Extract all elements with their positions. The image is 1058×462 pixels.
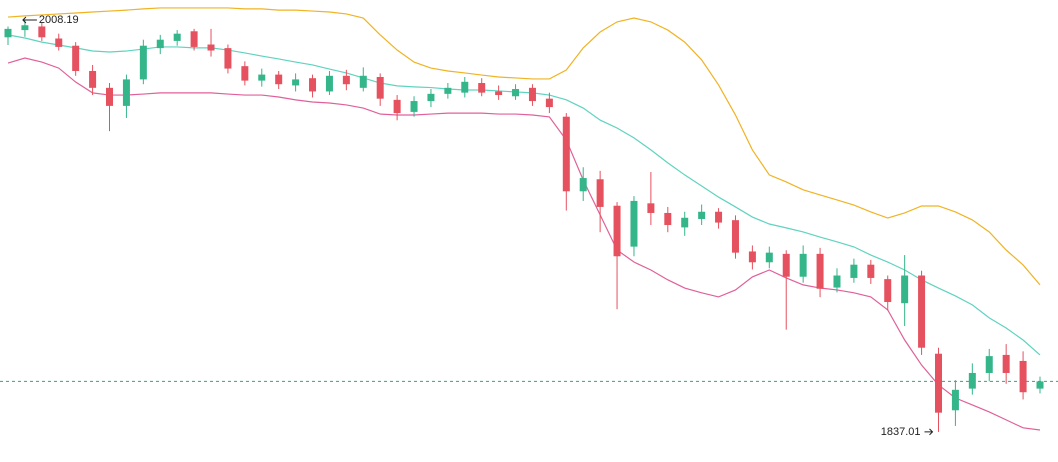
candle-body bbox=[545, 98, 553, 108]
candle-body bbox=[55, 38, 63, 47]
candle-body bbox=[850, 264, 858, 278]
candle-body bbox=[867, 264, 875, 278]
candle-body bbox=[478, 83, 486, 93]
candle-body bbox=[376, 77, 384, 99]
candle-body bbox=[38, 26, 46, 38]
candle-body bbox=[275, 74, 283, 85]
candle-body bbox=[190, 31, 198, 47]
candle-body bbox=[765, 252, 773, 263]
annotation-arrow bbox=[924, 428, 934, 436]
candle-body bbox=[106, 87, 114, 106]
band-line bbox=[7, 34, 1041, 356]
candle-body bbox=[562, 116, 570, 192]
candle-body bbox=[292, 79, 300, 86]
band-line bbox=[7, 57, 1041, 431]
candle-body bbox=[359, 75, 367, 88]
candle-body bbox=[173, 33, 181, 41]
candle-body bbox=[748, 251, 756, 263]
candle-body bbox=[968, 372, 976, 389]
candle-body bbox=[596, 179, 604, 207]
candle-body bbox=[647, 203, 655, 213]
candle-body bbox=[325, 75, 333, 92]
candle-body bbox=[681, 217, 689, 228]
candle-body bbox=[985, 356, 993, 373]
candle-body bbox=[698, 211, 706, 219]
candle-body bbox=[122, 79, 130, 106]
candle-body bbox=[901, 275, 909, 304]
annotation-arrow bbox=[22, 16, 37, 24]
candle-body bbox=[816, 253, 824, 289]
candle-body bbox=[444, 87, 452, 94]
candle-body bbox=[1019, 360, 1027, 393]
candle-body bbox=[1002, 354, 1010, 373]
candle-body bbox=[309, 78, 317, 92]
candle-body bbox=[934, 353, 942, 413]
band-line bbox=[7, 7, 1041, 286]
candle-body bbox=[461, 81, 469, 93]
candle-body bbox=[72, 45, 80, 71]
candle-body bbox=[833, 275, 841, 288]
candle-body bbox=[156, 39, 164, 49]
candle-body bbox=[224, 48, 232, 69]
candle-body bbox=[512, 89, 520, 97]
candle-body bbox=[342, 75, 350, 85]
candle-body bbox=[918, 275, 926, 348]
candle-body bbox=[884, 279, 892, 302]
candle-body bbox=[89, 70, 97, 88]
candle-body bbox=[427, 93, 435, 102]
annotation-label: 2008.19 bbox=[39, 14, 79, 26]
candle-body bbox=[4, 28, 12, 38]
candle-body bbox=[139, 45, 147, 80]
candle-body bbox=[495, 91, 503, 96]
candle-body bbox=[799, 253, 807, 277]
candle-body bbox=[782, 253, 790, 277]
candle-body bbox=[1036, 381, 1044, 389]
candle-body bbox=[528, 87, 536, 102]
candle-body bbox=[410, 101, 418, 112]
candle-body bbox=[207, 44, 215, 51]
candle-body bbox=[21, 25, 29, 31]
candle-body bbox=[664, 212, 672, 225]
annotation-label: 1837.01 bbox=[881, 426, 921, 438]
candle-body bbox=[613, 205, 621, 257]
candle-body bbox=[715, 211, 723, 223]
candle-body bbox=[241, 66, 249, 81]
candle-body bbox=[258, 74, 266, 81]
candle-body bbox=[393, 99, 401, 114]
candle-body bbox=[579, 178, 587, 192]
candle-body bbox=[630, 200, 638, 247]
candle-body bbox=[951, 389, 959, 411]
candle-body bbox=[731, 220, 739, 253]
